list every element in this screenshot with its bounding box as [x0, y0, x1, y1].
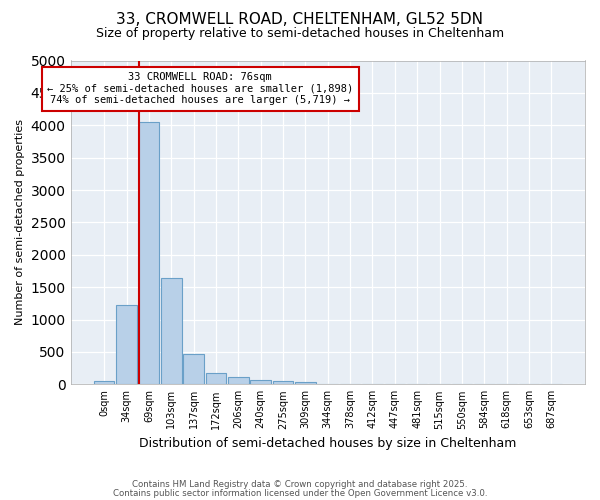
X-axis label: Distribution of semi-detached houses by size in Cheltenham: Distribution of semi-detached houses by … — [139, 437, 517, 450]
Y-axis label: Number of semi-detached properties: Number of semi-detached properties — [15, 120, 25, 326]
Text: 33, CROMWELL ROAD, CHELTENHAM, GL52 5DN: 33, CROMWELL ROAD, CHELTENHAM, GL52 5DN — [116, 12, 484, 28]
Bar — [116, 304, 137, 384]
Bar — [206, 373, 226, 384]
Text: Contains HM Land Registry data © Crown copyright and database right 2025.: Contains HM Land Registry data © Crown c… — [132, 480, 468, 489]
Bar — [94, 381, 115, 384]
Bar — [228, 377, 248, 384]
Text: Contains public sector information licensed under the Open Government Licence v3: Contains public sector information licen… — [113, 488, 487, 498]
Bar — [250, 380, 271, 384]
Bar — [139, 122, 159, 384]
Text: Size of property relative to semi-detached houses in Cheltenham: Size of property relative to semi-detach… — [96, 28, 504, 40]
Bar — [273, 380, 293, 384]
Bar — [184, 354, 204, 384]
Bar — [295, 382, 316, 384]
Bar — [161, 278, 182, 384]
Text: 33 CROMWELL ROAD: 76sqm
← 25% of semi-detached houses are smaller (1,898)
74% of: 33 CROMWELL ROAD: 76sqm ← 25% of semi-de… — [47, 72, 353, 106]
